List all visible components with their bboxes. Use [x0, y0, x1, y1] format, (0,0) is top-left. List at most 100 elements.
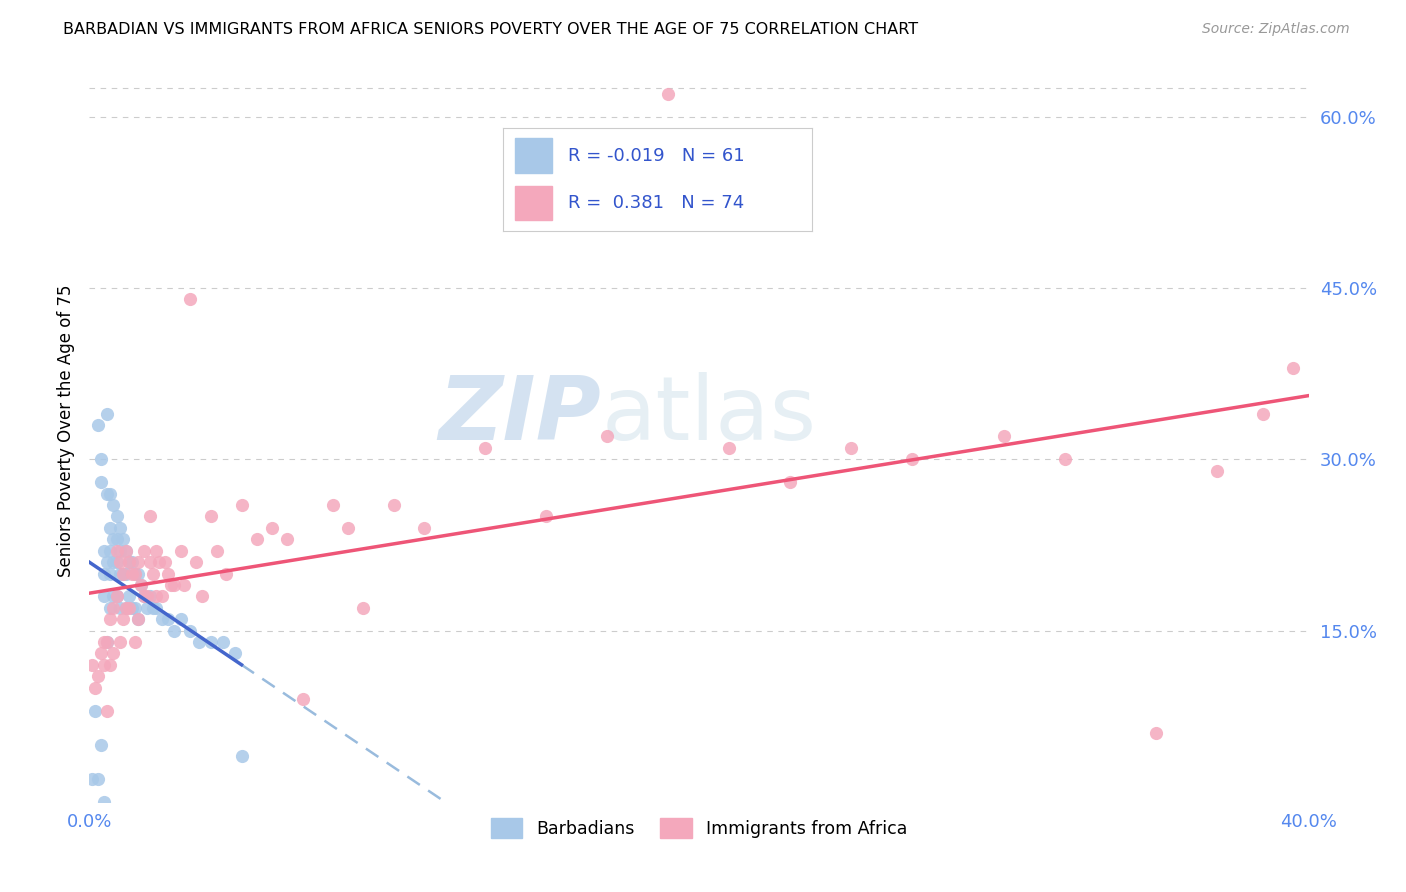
Point: [139, 509, 162, 524]
Point: [132, 543, 155, 558]
Point: [96, 635, 118, 649]
Point: [382, 498, 405, 512]
Point: [108, 555, 131, 569]
Point: [1053, 452, 1076, 467]
Point: [93, 566, 115, 581]
Point: [163, 578, 186, 592]
Point: [103, 600, 125, 615]
Point: [96, 555, 118, 569]
Point: [87, 669, 110, 683]
Text: ZIP: ZIP: [439, 373, 602, 459]
Point: [1206, 464, 1229, 478]
Point: [148, 555, 170, 569]
Point: [136, 590, 159, 604]
Point: [105, 590, 128, 604]
Point: [205, 543, 228, 558]
Point: [105, 543, 128, 558]
Point: [118, 600, 141, 615]
Point: [124, 566, 146, 581]
Point: [1251, 407, 1274, 421]
Point: [114, 543, 136, 558]
Point: [536, 509, 558, 524]
Point: [84, 704, 107, 718]
Point: [118, 590, 141, 604]
Point: [157, 612, 180, 626]
Point: [200, 509, 222, 524]
Point: [103, 498, 125, 512]
Point: [121, 555, 143, 569]
Point: [111, 612, 134, 626]
Point: [779, 475, 801, 490]
Y-axis label: Seniors Poverty Over the Age of 75: Seniors Poverty Over the Age of 75: [58, 285, 75, 577]
Point: [132, 590, 155, 604]
Point: [353, 600, 375, 615]
Point: [169, 543, 191, 558]
Point: [155, 555, 177, 569]
Point: [124, 566, 146, 581]
Point: [105, 533, 128, 547]
Point: [246, 533, 269, 547]
Point: [82, 657, 104, 672]
Point: [93, 635, 115, 649]
Point: [231, 498, 253, 512]
Point: [191, 590, 214, 604]
Point: [114, 543, 136, 558]
Point: [103, 555, 125, 569]
Point: [129, 578, 152, 592]
Point: [160, 578, 183, 592]
Point: [596, 429, 619, 443]
Point: [145, 543, 167, 558]
Point: [105, 509, 128, 524]
Point: [901, 452, 924, 467]
Point: [150, 612, 173, 626]
Point: [127, 612, 149, 626]
Point: [105, 555, 128, 569]
Point: [118, 555, 141, 569]
Point: [93, 795, 115, 809]
Point: [169, 612, 191, 626]
Point: [413, 521, 436, 535]
Point: [179, 293, 201, 307]
Point: [1282, 360, 1305, 375]
Point: [474, 441, 496, 455]
Point: [90, 738, 112, 752]
Point: [111, 566, 134, 581]
Point: [129, 578, 152, 592]
Point: [337, 521, 360, 535]
Point: [212, 635, 235, 649]
Point: [260, 521, 283, 535]
Point: [103, 590, 125, 604]
Point: [187, 635, 209, 649]
Point: [90, 647, 112, 661]
Point: [993, 429, 1015, 443]
Point: [163, 624, 186, 638]
Point: [100, 657, 122, 672]
Point: [124, 635, 146, 649]
Point: [718, 441, 741, 455]
Point: [84, 681, 107, 695]
Point: [90, 452, 112, 467]
Point: [276, 533, 298, 547]
Point: [173, 578, 195, 592]
Point: [114, 600, 136, 615]
Point: [87, 418, 110, 433]
Point: [100, 612, 122, 626]
Point: [111, 566, 134, 581]
Point: [82, 772, 104, 786]
Point: [127, 566, 149, 581]
Point: [100, 543, 122, 558]
Point: [108, 543, 131, 558]
Point: [90, 475, 112, 490]
Bar: [515, 186, 553, 220]
Point: [108, 600, 131, 615]
Text: R =  0.381   N = 74: R = 0.381 N = 74: [568, 194, 744, 212]
Point: [124, 600, 146, 615]
Point: [100, 486, 122, 500]
Text: R = -0.019   N = 61: R = -0.019 N = 61: [568, 147, 744, 165]
Text: Source: ZipAtlas.com: Source: ZipAtlas.com: [1202, 22, 1350, 37]
Point: [96, 486, 118, 500]
Point: [121, 600, 143, 615]
Point: [127, 612, 149, 626]
Point: [1144, 726, 1167, 740]
Point: [139, 590, 162, 604]
